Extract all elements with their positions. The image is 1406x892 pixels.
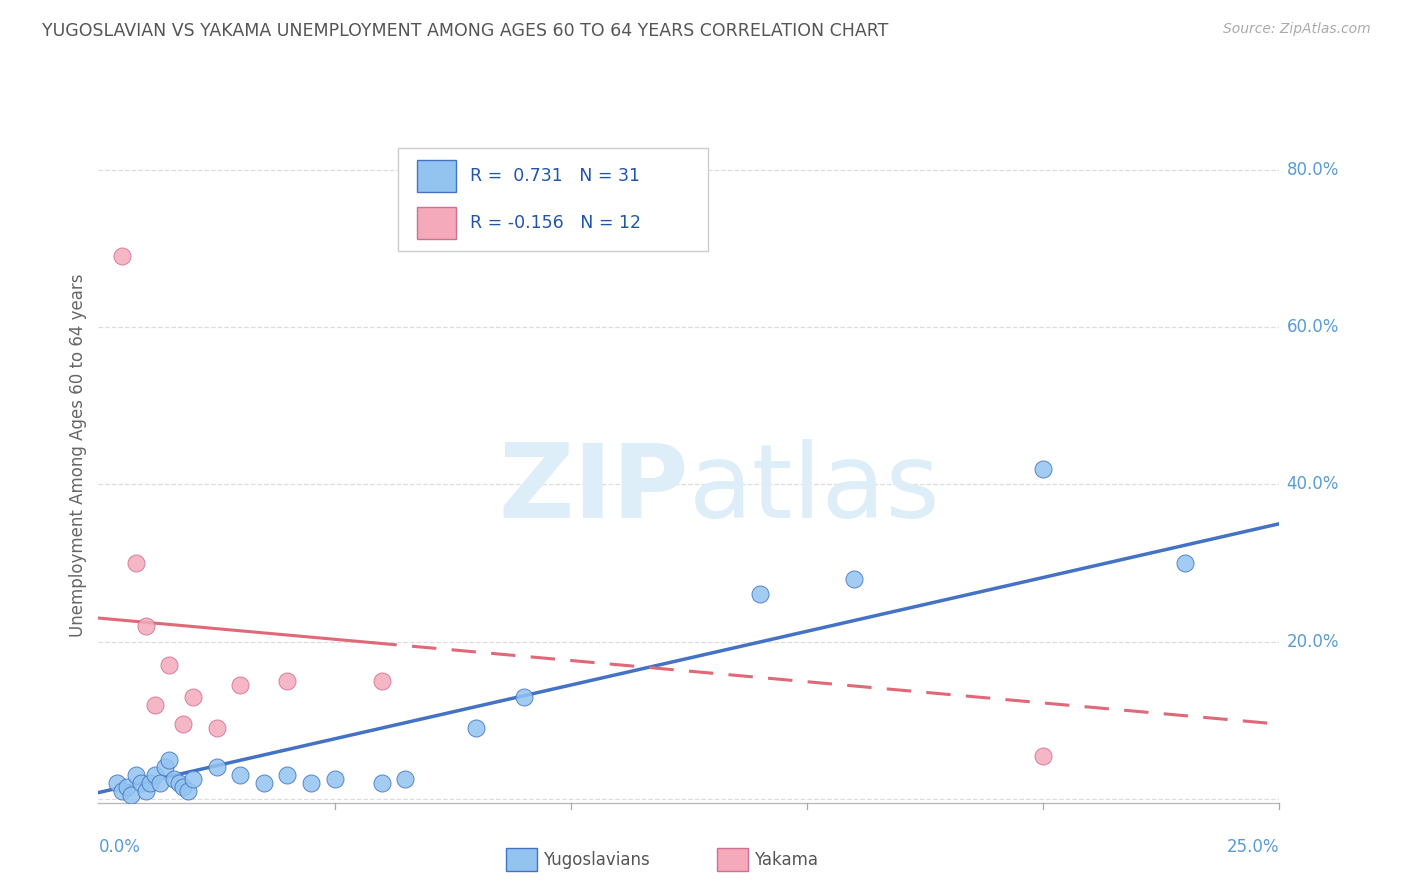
Point [1032,461,1054,475]
Text: atlas: atlas [689,439,941,541]
Point [111,249,134,263]
Point [276,768,298,782]
Text: 60.0%: 60.0% [1286,318,1339,336]
Point [129,776,152,790]
Point [512,690,534,704]
Point [229,768,252,782]
Point [181,772,204,787]
Point [153,760,176,774]
Point [115,780,138,794]
Point [394,772,416,787]
Point [205,760,228,774]
Point [163,772,186,787]
Point [111,784,134,798]
Point [177,784,200,798]
Point [323,772,346,787]
Point [748,587,770,601]
Text: 25.0%: 25.0% [1227,838,1279,856]
Text: Source: ZipAtlas.com: Source: ZipAtlas.com [1223,22,1371,37]
Point [299,776,322,790]
Point [157,658,180,673]
Text: 0.0%: 0.0% [98,838,141,856]
Point [1174,556,1197,570]
Text: Yakama: Yakama [754,851,818,869]
Y-axis label: Unemployment Among Ages 60 to 64 years: Unemployment Among Ages 60 to 64 years [69,273,87,637]
Point [157,753,180,767]
Point [105,776,128,790]
Point [276,673,298,688]
Point [143,768,166,782]
Point [125,556,148,570]
Point [143,698,166,712]
Point [371,776,394,790]
Point [121,788,143,802]
Point [181,690,204,704]
Text: Yugoslavians: Yugoslavians [543,851,650,869]
Text: 20.0%: 20.0% [1286,632,1339,650]
Point [172,717,194,731]
Point [135,784,157,798]
Text: R =  0.731   N = 31: R = 0.731 N = 31 [470,167,640,185]
Text: 80.0%: 80.0% [1286,161,1339,179]
Point [229,678,252,692]
Point [167,776,190,790]
Text: 40.0%: 40.0% [1286,475,1339,493]
Point [172,780,194,794]
Point [1032,748,1054,763]
Text: YUGOSLAVIAN VS YAKAMA UNEMPLOYMENT AMONG AGES 60 TO 64 YEARS CORRELATION CHART: YUGOSLAVIAN VS YAKAMA UNEMPLOYMENT AMONG… [42,22,889,40]
Point [135,619,157,633]
Text: ZIP: ZIP [499,439,689,541]
Point [371,673,394,688]
Point [253,776,276,790]
Text: R = -0.156   N = 12: R = -0.156 N = 12 [470,214,641,232]
Point [205,721,228,735]
Point [465,721,488,735]
Point [139,776,162,790]
Point [844,572,866,586]
Point [125,768,148,782]
Point [149,776,172,790]
